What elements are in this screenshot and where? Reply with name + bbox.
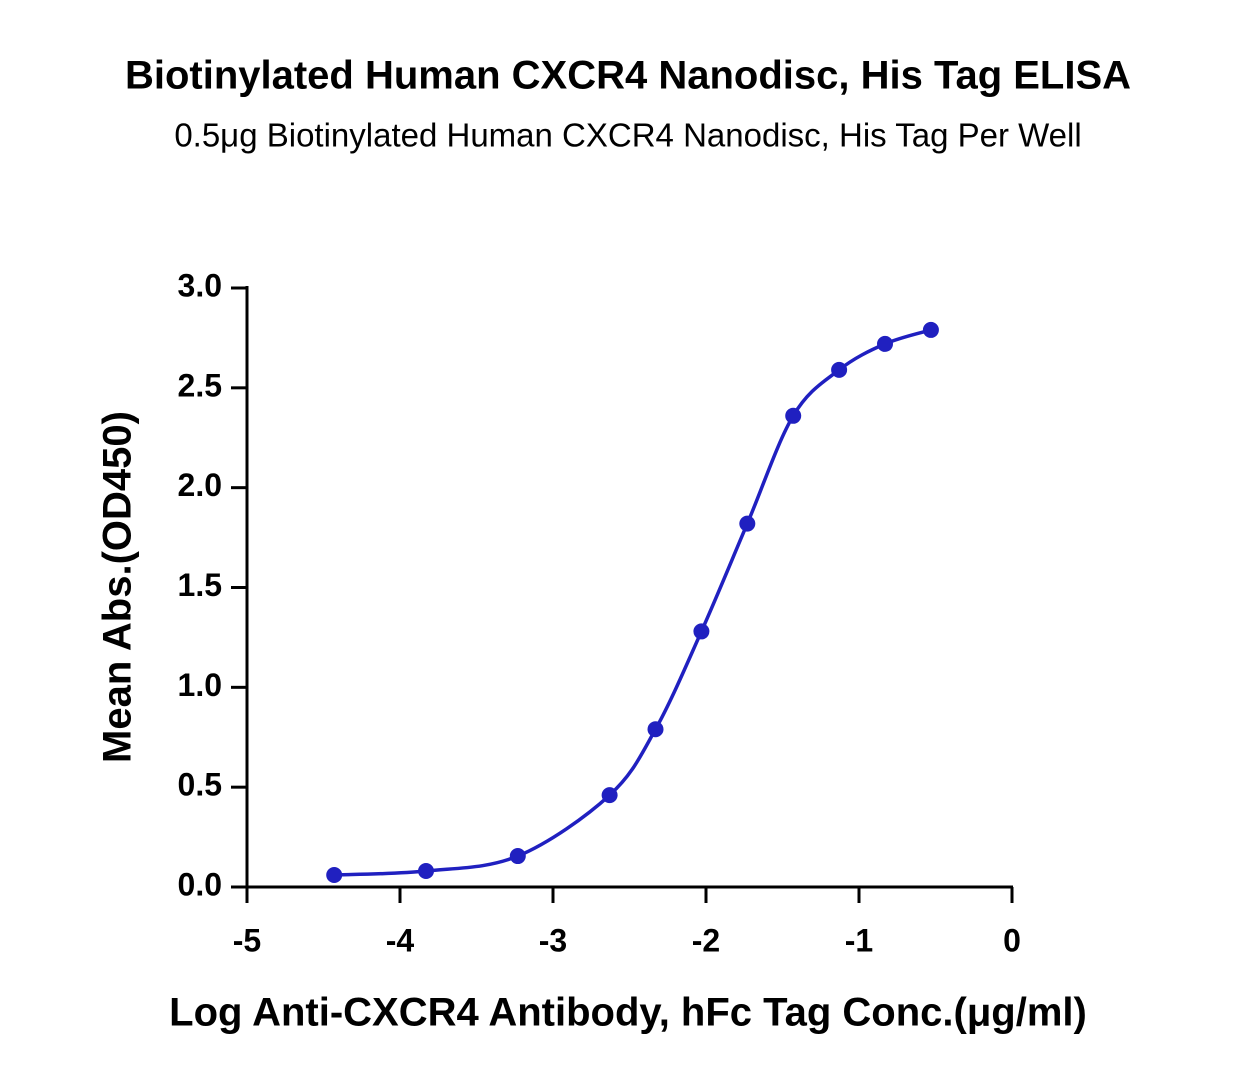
data-point [693,623,710,640]
x-tick-label: -4 [386,922,415,958]
x-tick-label: -3 [539,922,567,958]
y-tick-label: 0.5 [178,767,222,803]
y-tick-label: 2.0 [178,467,222,503]
y-tick-label: 3.0 [178,267,222,303]
fit-curve [334,328,932,877]
chart-subtitle: 0.5μg Biotinylated Human CXCR4 Nanodisc,… [174,117,1081,154]
data-point [326,867,343,884]
y-tick-label: 1.0 [178,667,222,703]
x-tick-label: -1 [845,922,873,958]
x-axis-label: Log Anti-CXCR4 Antibody, hFc Tag Conc.(μ… [169,991,1087,1035]
y-axis-label: Mean Abs.(OD450) [96,411,140,763]
data-point [418,863,435,880]
chart-title: Biotinylated Human CXCR4 Nanodisc, His T… [125,54,1131,98]
data-point [509,848,526,865]
data-point [877,335,894,352]
data-point [785,407,802,424]
data-point [831,361,848,378]
y-tick-label: 1.5 [178,567,222,603]
y-tick-label: 2.5 [178,367,222,403]
data-point [647,721,664,738]
data-point [922,321,939,338]
x-tick-label: 0 [1003,922,1021,958]
x-tick-label: -2 [692,922,720,958]
x-tick-label: -5 [233,922,261,958]
data-point [739,515,756,532]
y-tick-label: 0.0 [178,866,222,902]
data-point [601,787,618,804]
